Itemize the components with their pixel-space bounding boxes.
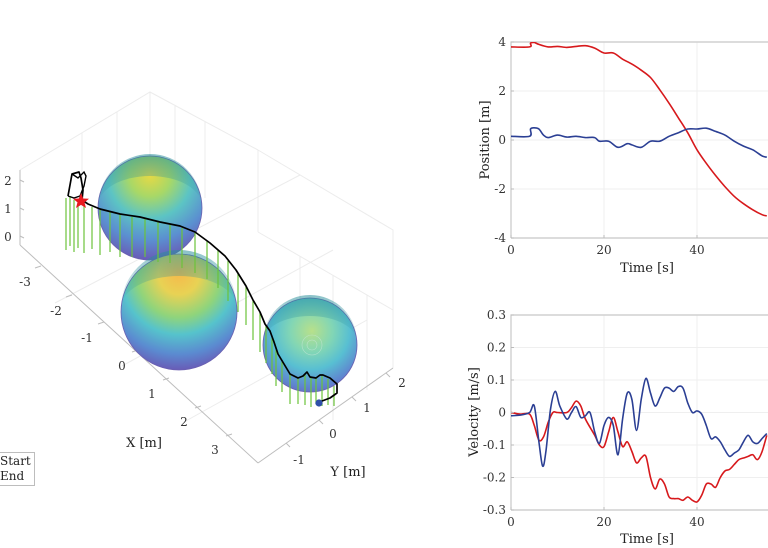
y-axis-line [257,367,394,464]
position-series-x-position [511,42,767,217]
velocity-x-tick-label: 40 [689,515,704,529]
y-tick-label: 1 [363,401,371,415]
velocity-y-tick-label: 0.3 [487,308,506,322]
velocity-x-label: Time [s] [620,532,674,547]
x-tick-label: 0 [118,359,126,373]
position-ticks: 420-2-40 20 40 [494,35,704,257]
velocity-x-tick-label: 20 [596,515,611,529]
obstacle-sphere-1 [97,154,203,261]
trajectory-start-loop [67,170,87,199]
trajectory-3d-plot: 2 1 0 -3 -2 -1 0 1 2 3 X [m] -1 0 1 2 Y … [4,91,406,480]
end-marker-dot [315,399,323,407]
position-y-tick-label: -2 [494,182,506,196]
position-series [511,42,768,217]
velocity-y-tick-label: -0.1 [483,438,506,452]
position-chart: 420-2-40 20 40 Time [s] Position [m] [478,35,768,276]
position-y-label: Position [m] [478,100,493,179]
y-tick-label: 2 [398,376,406,390]
position-series-y-position [511,126,768,158]
legend-3d: Start End [0,452,35,486]
y-axis-3d: -1 0 1 2 Y [m] [257,367,406,480]
y-axis-label: Y [m] [329,465,365,480]
z-tick-label: 0 [4,230,12,244]
x-tick-label: 1 [148,387,156,401]
velocity-y-tick-label: 0 [498,406,506,420]
x-tick-label: -3 [19,275,31,289]
height-stems [65,196,335,407]
position-x-tick-label: 20 [596,243,611,257]
z-axis-ticks [19,179,25,239]
y-tick-label: -1 [293,453,305,467]
x-axis-label: X [m] [126,436,162,451]
position-y-tick-label: -4 [494,231,506,245]
position-y-tick-label: 0 [498,133,506,147]
x-tick-label: 2 [180,415,188,429]
z-axis: 2 1 0 [4,170,25,245]
position-x-tick-label: 0 [507,243,515,257]
velocity-x-tick-label: 0 [507,515,515,529]
velocity-chart: 0.30.20.10-0.1-0.2-0.30 20 40 Time [s] Vel… [467,308,768,547]
position-x-tick-label: 40 [689,243,704,257]
velocity-ticks: 0.30.20.10-0.1-0.2-0.30 20 40 [483,308,705,529]
position-y-tick-label: 4 [498,35,506,49]
velocity-series-y-velocity [511,377,768,468]
legend-entry-start: Start [0,454,31,468]
start-marker-star [73,193,89,208]
obstacle-sphere-2 [120,250,238,371]
position-y-tick-label: 2 [498,84,506,98]
velocity-series [511,377,768,503]
x-tick-label: -1 [81,331,93,345]
y-tick-label: 0 [329,427,337,441]
velocity-y-tick-label: -0.3 [483,503,506,517]
velocity-y-label: Velocity [m/s] [467,367,482,458]
velocity-y-tick-label: 0.1 [487,373,506,387]
z-tick-label: 2 [4,174,12,188]
x-axis-ticks [34,265,233,437]
position-x-label: Time [s] [620,261,674,276]
z-tick-label: 1 [4,202,12,216]
x-tick-label: 3 [211,443,219,457]
trajectory-path [67,171,338,404]
legend-entry-end: End [0,469,25,483]
y-axis-ticks [285,372,391,448]
position-grid [511,42,768,238]
velocity-y-tick-label: 0.2 [487,341,506,355]
x-tick-label: -2 [50,304,62,318]
velocity-y-tick-label: -0.2 [483,471,506,485]
